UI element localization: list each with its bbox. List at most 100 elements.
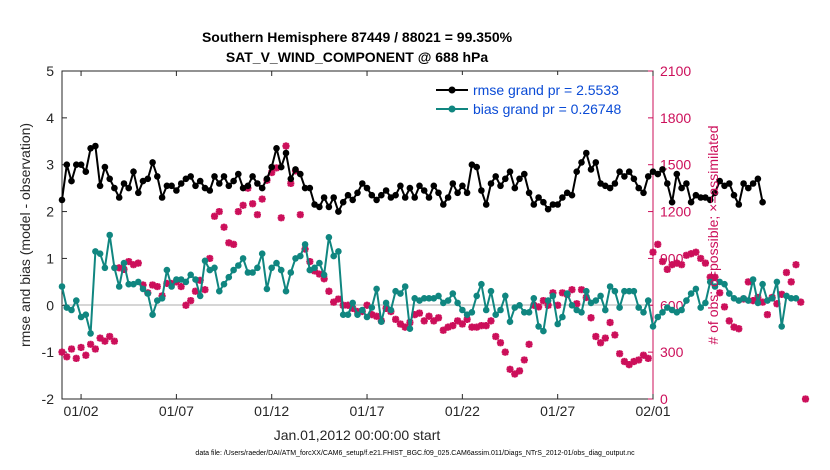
assimilated-point bbox=[330, 298, 338, 306]
assimilated-point bbox=[82, 351, 90, 359]
bias-point bbox=[578, 309, 585, 316]
bias-point bbox=[687, 290, 695, 297]
rmse-point bbox=[397, 182, 404, 190]
bias-point bbox=[311, 264, 318, 272]
assimilated-point bbox=[706, 273, 714, 281]
rmse-point bbox=[268, 163, 276, 171]
rmse-point bbox=[196, 177, 204, 185]
rmse-point bbox=[273, 145, 280, 152]
assimilated-point bbox=[468, 323, 476, 331]
bias-point bbox=[163, 266, 171, 274]
bias-point bbox=[244, 269, 252, 276]
assimilated-point bbox=[773, 300, 781, 308]
rmse-point bbox=[277, 163, 285, 171]
rmse-point bbox=[339, 198, 347, 206]
bias-point bbox=[425, 295, 433, 302]
assimilated-point bbox=[797, 298, 805, 306]
assimilated-point bbox=[473, 323, 481, 331]
rmse-point bbox=[82, 168, 90, 175]
assimilated-point bbox=[749, 297, 757, 305]
rmse-point bbox=[535, 194, 542, 201]
assimilated-point bbox=[701, 259, 710, 267]
assimilated-point bbox=[658, 257, 667, 266]
assimilated-point bbox=[63, 353, 71, 361]
rmse-point bbox=[440, 201, 447, 208]
x-tick-label: 01/17 bbox=[350, 403, 385, 419]
rmse-point bbox=[444, 194, 452, 201]
bias-point bbox=[606, 283, 614, 290]
rmse-point bbox=[630, 175, 638, 183]
legend-rmse-marker bbox=[448, 86, 456, 94]
assimilated-point bbox=[687, 250, 695, 258]
assimilated-point bbox=[125, 257, 133, 266]
assimilated-point bbox=[463, 315, 471, 323]
bias-point bbox=[473, 292, 481, 300]
assimilated-point bbox=[115, 264, 123, 272]
bias-point bbox=[678, 306, 685, 314]
assimilated-point bbox=[420, 317, 428, 325]
rmse-point bbox=[735, 201, 743, 208]
rmse-point bbox=[401, 194, 409, 201]
bias-point bbox=[525, 309, 533, 316]
rmse-point bbox=[211, 173, 218, 180]
assimilated-point bbox=[787, 278, 795, 286]
assimilated-point bbox=[511, 370, 519, 378]
bias-point bbox=[325, 234, 333, 241]
bias-point bbox=[549, 292, 557, 300]
legend-rmse-label: rmse grand pr = 2.5533 bbox=[473, 82, 619, 98]
assimilated-point bbox=[458, 320, 466, 328]
bias-point bbox=[535, 323, 542, 330]
assimilated-point bbox=[630, 357, 638, 366]
bias-point bbox=[349, 299, 357, 307]
assimilated-point bbox=[515, 367, 524, 375]
rmse-point bbox=[430, 182, 438, 190]
bias-point bbox=[373, 285, 380, 293]
rmse-point bbox=[540, 198, 547, 206]
bias-point bbox=[144, 290, 152, 297]
rmse-point bbox=[506, 168, 514, 175]
assimilated-point bbox=[268, 168, 276, 177]
rmse-point bbox=[406, 184, 414, 192]
x-axis-ticks: 01/02 01/07 01/12 01/17 01/22 01/27 02/01 bbox=[64, 71, 671, 419]
assimilated-point bbox=[625, 361, 633, 369]
rmse-point bbox=[573, 168, 580, 175]
bias-point bbox=[68, 306, 75, 314]
rmse-point bbox=[149, 159, 156, 166]
bias-point bbox=[621, 287, 628, 295]
bias-point bbox=[82, 311, 90, 319]
assimilated-point bbox=[134, 259, 142, 267]
rmse-point bbox=[382, 187, 390, 194]
bias-point bbox=[225, 273, 233, 281]
assimilated-point bbox=[573, 300, 581, 308]
footnote: data file: /Users/raeder/DAI/ATM_forcXX/… bbox=[195, 450, 635, 457]
rmse-point bbox=[411, 194, 419, 201]
assimilated-point bbox=[315, 270, 323, 278]
bias-point bbox=[745, 297, 752, 304]
assimilated-point bbox=[96, 334, 104, 342]
assimilated-point bbox=[77, 343, 85, 352]
assimilated-point bbox=[430, 317, 438, 325]
x-tick-label: 01/22 bbox=[445, 403, 480, 419]
bias-point bbox=[568, 302, 576, 309]
bias-point bbox=[506, 318, 514, 326]
rmse-point bbox=[316, 203, 323, 211]
rmse-point bbox=[654, 170, 662, 178]
y-tick-label: -1 bbox=[42, 344, 55, 360]
bias-point bbox=[649, 323, 657, 330]
bias-point bbox=[487, 287, 495, 295]
rmse-point bbox=[230, 177, 237, 185]
chart-title-line2: SAT_V_WIND_COMPONENT @ 688 hPa bbox=[226, 49, 489, 65]
assimilated-point bbox=[577, 286, 586, 294]
bias-series bbox=[58, 231, 800, 337]
bias-point bbox=[726, 290, 733, 297]
assimilated-point bbox=[692, 248, 700, 256]
bias-point bbox=[697, 304, 704, 311]
rmse-line bbox=[61, 144, 764, 215]
rmse-point bbox=[544, 205, 552, 213]
rmse-point bbox=[687, 198, 695, 206]
bias-point bbox=[792, 295, 800, 302]
bias-point bbox=[139, 285, 147, 293]
assimilated-point bbox=[392, 315, 400, 323]
rmse-point bbox=[120, 180, 128, 187]
bias-point bbox=[335, 248, 342, 255]
